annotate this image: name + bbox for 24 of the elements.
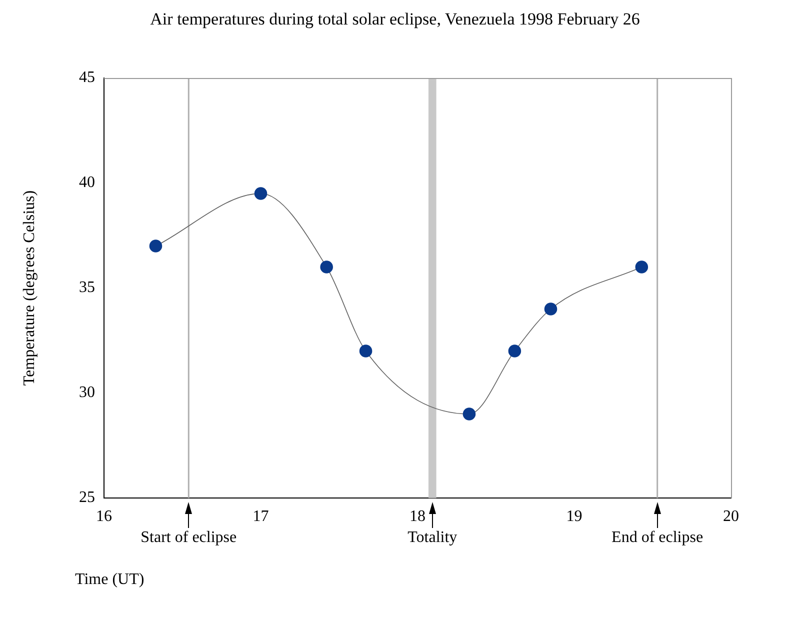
y-tick-label: 45 [79, 69, 95, 86]
point [508, 344, 522, 358]
y-tick-label: 40 [79, 174, 95, 192]
point [359, 344, 372, 358]
y-axis-title: Temperature (degrees Celsius) [21, 190, 38, 386]
point [149, 240, 162, 252]
chart-title: Air temperatures during total solar eclipse, Venezuela 1998 February 26 [150, 9, 640, 28]
y-tick-label: 30 [79, 384, 95, 402]
point [544, 302, 558, 316]
point [254, 187, 268, 200]
band-label: Totality [408, 529, 458, 546]
x-axis-title: Time (UT) [75, 571, 144, 588]
x-tick-label: 19 [566, 508, 582, 525]
x-tick-label: 17 [252, 508, 269, 525]
ref-line-label: Start of eclipse [140, 529, 237, 546]
point [462, 408, 476, 420]
point [320, 260, 333, 274]
y-tick-label: 25 [79, 489, 95, 506]
y-tick-label: 35 [79, 279, 95, 296]
ref-line-label: End of eclipse [612, 529, 704, 546]
x-tick-label: 16 [96, 508, 112, 525]
x-tick-label: 18 [410, 508, 426, 525]
point [635, 260, 648, 274]
x-tick-label: 20 [723, 508, 739, 525]
